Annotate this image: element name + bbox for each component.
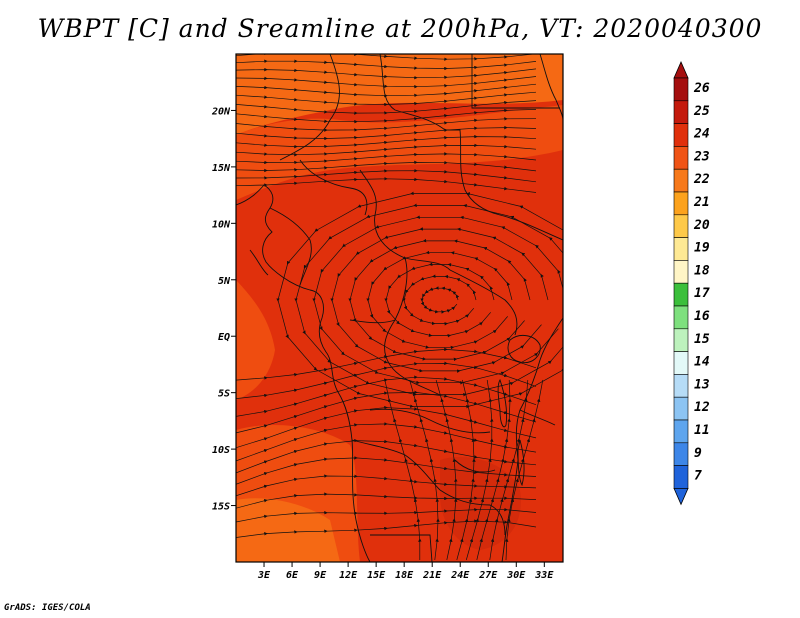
lat-tick-label: 5S bbox=[218, 389, 230, 400]
colorbar-label: 26 bbox=[693, 81, 710, 96]
colorbar-label: 7 bbox=[694, 469, 702, 484]
lon-tick-label: 18E bbox=[395, 570, 414, 581]
country-border bbox=[359, 169, 451, 271]
country-border bbox=[439, 489, 506, 536]
streamline bbox=[236, 59, 537, 71]
lake-outline bbox=[517, 439, 525, 487]
colorbar-segment bbox=[673, 396, 689, 421]
colorbar-segment bbox=[673, 214, 689, 238]
country-borders bbox=[236, 54, 563, 562]
streamlines bbox=[236, 54, 563, 561]
country-border bbox=[349, 319, 396, 324]
colorbar-segment bbox=[673, 100, 689, 124]
country-border bbox=[454, 459, 496, 473]
map-area bbox=[236, 54, 563, 562]
lon-tick-label: 6E bbox=[286, 570, 299, 581]
colorbar-label: 9 bbox=[694, 446, 702, 461]
lon-tick-label: 21E bbox=[422, 570, 442, 581]
colorbar-label: 18 bbox=[694, 263, 710, 278]
colorbar-label: 22 bbox=[693, 172, 710, 187]
colorbar-segment bbox=[673, 328, 689, 352]
lake-outline bbox=[497, 378, 508, 428]
colorbar-segment bbox=[673, 191, 689, 216]
coastline bbox=[236, 184, 371, 562]
country-border bbox=[279, 54, 340, 161]
coastline bbox=[539, 54, 563, 121]
colorbar-label: 11 bbox=[694, 423, 710, 438]
lon-tick-label: 12E bbox=[339, 570, 358, 581]
colorbar-label: 17 bbox=[694, 286, 710, 301]
streamline bbox=[435, 379, 458, 561]
lat-tick-label: 5N bbox=[218, 276, 231, 287]
colorbar-label: 21 bbox=[693, 195, 710, 210]
lat-tick-label: EQ bbox=[218, 332, 230, 343]
streamline bbox=[236, 177, 537, 193]
colorbar-segment bbox=[673, 419, 689, 444]
colorbar-label: 16 bbox=[694, 309, 710, 324]
colorbar-segment bbox=[673, 146, 689, 170]
lon-tick-label: 27E bbox=[478, 570, 498, 581]
colorbar-segment bbox=[673, 168, 689, 193]
country-border bbox=[384, 257, 441, 396]
coastline bbox=[501, 317, 563, 562]
colorbar-segment bbox=[673, 465, 689, 489]
map-frame bbox=[235, 53, 564, 563]
country-border bbox=[370, 534, 433, 562]
lon-tick-label: 3E bbox=[257, 570, 271, 581]
country-border bbox=[449, 269, 518, 336]
colorbar-label: 14 bbox=[694, 355, 710, 370]
lon-tick-label: 30E bbox=[506, 570, 526, 581]
page-title: WBPT [C] and Sreamline at 200hPa, VT: 20… bbox=[37, 14, 763, 43]
country-border bbox=[351, 439, 441, 491]
colorbar-label: 20 bbox=[693, 218, 710, 233]
streamline bbox=[504, 379, 544, 561]
colorbar-label: 23 bbox=[693, 149, 710, 164]
lat-tick-label: 10S bbox=[212, 445, 230, 456]
lat-tick-label: 15N bbox=[212, 163, 231, 174]
lat-tick-label: 20N bbox=[211, 106, 231, 117]
colorbar-segment bbox=[673, 351, 689, 375]
colorbar-bottom-arrow bbox=[673, 488, 689, 506]
colorbar-segment bbox=[673, 77, 689, 102]
lon-tick-label: 33E bbox=[534, 570, 554, 581]
colorbar: 26 25 24 23 22 21 20 19 18 17 16 15 14 13 12 11 9 7 bbox=[673, 61, 710, 506]
colorbar-label: 12 bbox=[694, 400, 710, 415]
colorbar-segment bbox=[673, 374, 689, 398]
colorbar-segment bbox=[673, 237, 689, 261]
lake-outline bbox=[507, 334, 541, 364]
streamline bbox=[409, 379, 440, 561]
colorbar-segment bbox=[673, 260, 689, 284]
country-border bbox=[519, 409, 556, 426]
colorbar-segment bbox=[673, 123, 689, 147]
lon-tick-label: 9E bbox=[314, 570, 327, 581]
lat-tick-label: 10N bbox=[212, 219, 231, 230]
latitude-axis: 20N 15N 10N 5N EQ 5S 10S 15S bbox=[211, 106, 236, 513]
country-border bbox=[379, 54, 446, 131]
country-border bbox=[299, 159, 368, 216]
country-border bbox=[471, 54, 560, 109]
colorbar-label: 19 bbox=[694, 241, 710, 256]
colorbar-label: 24 bbox=[693, 127, 710, 142]
colorbar-top-arrow bbox=[673, 61, 689, 79]
colorbar-segment bbox=[673, 282, 689, 307]
streamline bbox=[236, 54, 537, 61]
colorbar-segment bbox=[673, 305, 689, 330]
streamline bbox=[236, 168, 537, 183]
colorbar-label: 25 bbox=[693, 104, 710, 119]
lat-tick-label: 15S bbox=[212, 502, 230, 513]
lon-tick-label: 24E bbox=[450, 570, 470, 581]
colorbar-segment bbox=[673, 442, 689, 466]
country-border bbox=[445, 129, 563, 241]
colorbar-label: 15 bbox=[694, 332, 710, 347]
longitude-axis: 3E 6E 9E 12E 15E 18E 21E 24E 27E 30E 33E bbox=[257, 562, 554, 581]
country-border bbox=[269, 207, 312, 286]
country-border bbox=[369, 408, 491, 434]
lon-tick-label: 15E bbox=[367, 570, 386, 581]
colorbar-label: 13 bbox=[694, 377, 710, 392]
grads-credit: GrADS: IGES/COLA bbox=[4, 603, 91, 613]
country-border bbox=[249, 249, 269, 276]
